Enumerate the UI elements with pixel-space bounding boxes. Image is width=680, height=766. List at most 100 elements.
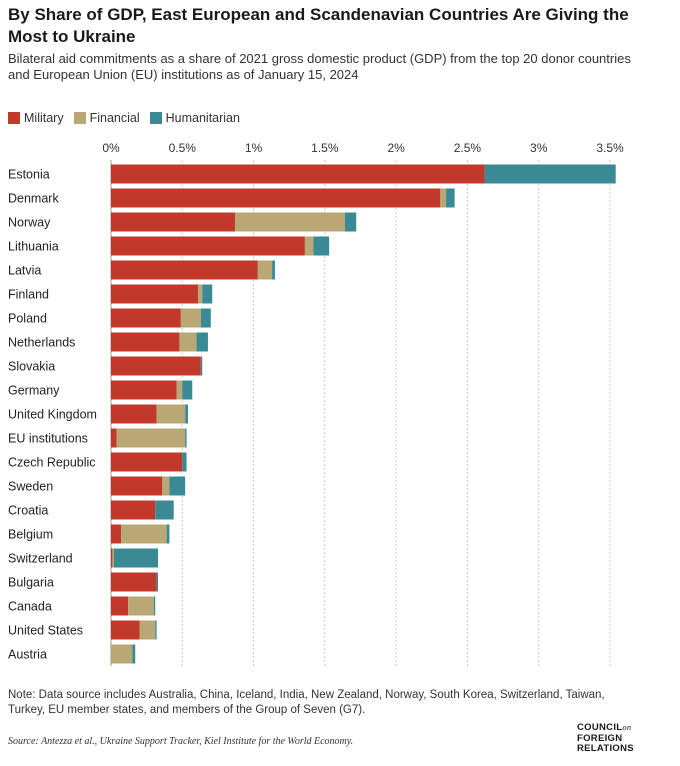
bar-segment-financial	[156, 404, 186, 424]
bar-segment-humanitarian	[446, 188, 455, 208]
x-tick-label: 1%	[245, 141, 263, 155]
bar-segment-humanitarian	[196, 332, 208, 352]
bar-segment-financial	[197, 284, 203, 304]
logo-word-on: on	[622, 722, 632, 732]
category-label: Lithuania	[8, 240, 59, 254]
category-label: Netherlands	[8, 336, 75, 350]
category-label: Belgium	[8, 528, 53, 542]
bar-segment-military	[111, 596, 129, 616]
bar-segment-military	[111, 236, 305, 256]
category-label: Croatia	[8, 504, 48, 518]
bar-segment-financial	[162, 476, 170, 496]
bar-segment-military	[111, 212, 236, 232]
x-tick-label: 3.5%	[596, 141, 624, 155]
bar-segment-military	[111, 356, 201, 376]
category-label: Poland	[8, 312, 47, 326]
chart-subtitle: Bilateral aid commitments as a share of …	[8, 51, 631, 82]
category-label: Bulgaria	[8, 576, 54, 590]
x-axis-ticks: 0% 0.5% 1% 1.5% 2% 2.5% 3% 3.5%	[102, 141, 624, 155]
bar-segment-financial	[235, 212, 345, 232]
bar-segment-humanitarian	[185, 428, 187, 448]
legend-swatch-humanitarian	[149, 112, 162, 124]
bar-segment-military	[111, 380, 177, 400]
bar-segment-military	[111, 428, 117, 448]
x-tick-label: 0%	[102, 141, 120, 155]
category-label: Czech Republic	[8, 456, 96, 470]
bar-segment-military	[111, 188, 441, 208]
bar-segment-humanitarian	[155, 500, 174, 520]
bar-segment-financial	[180, 308, 201, 328]
logo-word-relations: RELATIONS	[577, 743, 634, 754]
legend-label-military: Military	[24, 111, 64, 125]
bar-segment-humanitarian	[200, 308, 211, 328]
bar-segment-military	[111, 500, 156, 520]
category-labels: Estonia Denmark Norway Lithuania Latvia Finla…	[8, 168, 97, 662]
bar-segment-humanitarian	[313, 236, 330, 256]
bar-segment-humanitarian	[153, 596, 156, 616]
category-label: Finland	[8, 288, 49, 302]
category-label: Norway	[8, 216, 51, 230]
bar-segment-humanitarian	[182, 380, 193, 400]
bar-segment-financial	[176, 380, 183, 400]
bar-segment-financial	[120, 524, 167, 544]
category-label: Slovakia	[8, 360, 55, 374]
bar-segment-financial	[440, 188, 447, 208]
bar-segment-military	[111, 284, 198, 304]
logo-line-1: COUNCILon	[577, 722, 667, 734]
bar-segment-military	[111, 476, 163, 496]
legend-label-humanitarian: Humanitarian	[165, 111, 240, 125]
bar-segment-military	[111, 260, 258, 280]
legend: Military Financial Humanitarian	[8, 111, 250, 125]
bar-segment-financial	[304, 236, 314, 256]
legend-swatch-financial	[73, 112, 86, 124]
category-label: Switzerland	[8, 552, 73, 566]
legend-swatch-military	[8, 112, 20, 124]
bar-segment-humanitarian	[166, 524, 170, 544]
bar-segment-humanitarian	[200, 356, 203, 376]
logo-word-foreign: FOREIGN	[577, 732, 623, 744]
category-label: United Kingdom	[8, 408, 97, 422]
source-line: Source: Antezza et al., Ukraine Support …	[8, 735, 548, 748]
bar-segment-financial	[139, 620, 156, 640]
category-label: Estonia	[8, 168, 50, 182]
x-tick-label: 3%	[530, 141, 548, 155]
bar-segment-financial	[128, 596, 154, 616]
legend-item-humanitarian: Humanitarian	[149, 111, 240, 125]
cfr-logo: COUNCILon FOREIGN RELATIONS	[577, 722, 667, 755]
bar-segment-humanitarian	[202, 284, 213, 304]
category-label: Canada	[8, 600, 52, 614]
bar-segment-financial	[179, 332, 197, 352]
bars	[111, 164, 616, 664]
legend-item-military: Military	[8, 111, 64, 125]
category-label: EU institutions	[8, 432, 88, 446]
legend-label-financial: Financial	[89, 111, 140, 125]
bar-segment-humanitarian	[155, 620, 157, 640]
category-label: United States	[8, 624, 83, 638]
category-label: Latvia	[8, 264, 41, 278]
bar-segment-military	[111, 332, 180, 352]
bar-segment-military	[111, 308, 181, 328]
x-tick-label: 0.5%	[169, 141, 197, 155]
stacked-bar-chart: 0% 0.5% 1% 1.5% 2% 2.5% 3% 3.5% Estonia Denmark N…	[8, 141, 624, 666]
bar-segment-financial	[257, 260, 273, 280]
bar-segment-military	[111, 452, 183, 472]
bar-segment-military	[111, 620, 140, 640]
bar-segment-financial	[116, 428, 186, 448]
bar-segment-humanitarian	[156, 572, 159, 592]
x-tick-label: 2.5%	[454, 141, 482, 155]
footnote: Note: Data source includes Australia, Ch…	[8, 689, 605, 716]
category-label: Austria	[8, 648, 47, 662]
bar-segment-military	[111, 572, 157, 592]
bar-segment-humanitarian	[132, 644, 136, 664]
bar-segment-humanitarian	[113, 548, 159, 568]
legend-item-financial: Financial	[73, 111, 140, 125]
bar-segment-financial	[112, 548, 114, 568]
category-label: Denmark	[8, 192, 59, 206]
category-label: Sweden	[8, 480, 53, 494]
x-tick-label: 1.5%	[311, 141, 339, 155]
bar-segment-humanitarian	[344, 212, 357, 232]
bar-segment-financial	[111, 644, 133, 664]
source-text: Antezza et al., Ukraine Support Tracker,…	[41, 736, 354, 747]
bar-segment-humanitarian	[182, 452, 187, 472]
bar-segment-military	[111, 548, 113, 568]
